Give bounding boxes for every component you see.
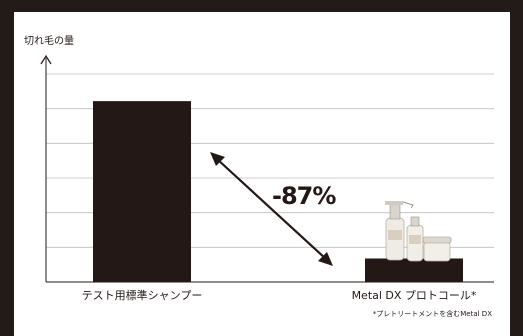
bars bbox=[93, 101, 463, 282]
difference-arrow bbox=[210, 152, 333, 266]
difference-annotation: -87% bbox=[272, 182, 336, 210]
arrow-head-down-icon bbox=[318, 252, 333, 266]
bar-1 bbox=[365, 258, 463, 282]
chart-panel: 切れ毛の量 -87% テスト用標準シャンプー Metal DX プロトコール* … bbox=[14, 12, 510, 336]
y-axis-arrow-icon bbox=[40, 54, 52, 65]
y-axis-label: 切れ毛の量 bbox=[24, 36, 74, 47]
bar-chart bbox=[40, 54, 494, 283]
category-label-metal-dx: Metal DX プロトコール* bbox=[351, 289, 477, 302]
arrow-head-up-icon bbox=[210, 152, 225, 166]
product-bottles-icon bbox=[385, 201, 452, 262]
category-label-standard-shampoo: テスト用標準シャンプー bbox=[81, 289, 203, 302]
footnote: *プレトリートメントを含むMetal DX bbox=[372, 310, 492, 318]
bar-0 bbox=[93, 101, 191, 282]
